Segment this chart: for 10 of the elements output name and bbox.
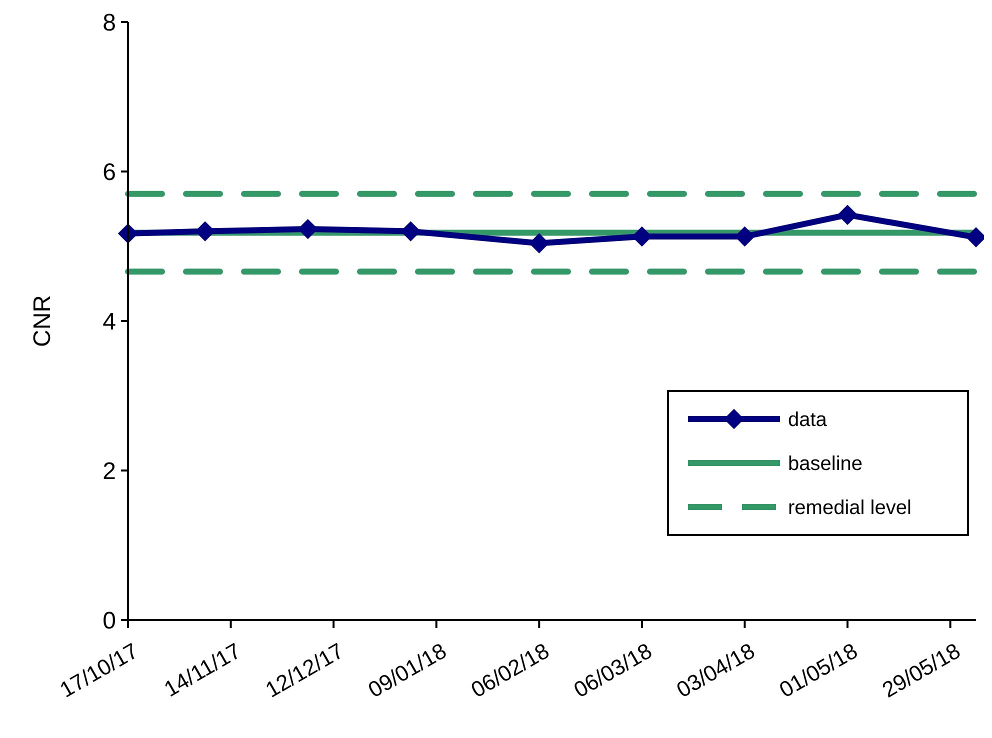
point	[837, 204, 858, 225]
legend-label: remedial level	[788, 497, 912, 519]
y-axis-title: CNR	[29, 295, 56, 347]
legend-label: data	[788, 409, 828, 431]
legend-label: baseline	[788, 453, 863, 475]
y-tick-label: 0	[102, 607, 116, 634]
y-tick-label: 8	[102, 9, 116, 36]
y-tick-label: 4	[102, 308, 116, 336]
y-tick-label: 6	[102, 158, 116, 186]
y-tick-label: 2	[102, 458, 116, 485]
